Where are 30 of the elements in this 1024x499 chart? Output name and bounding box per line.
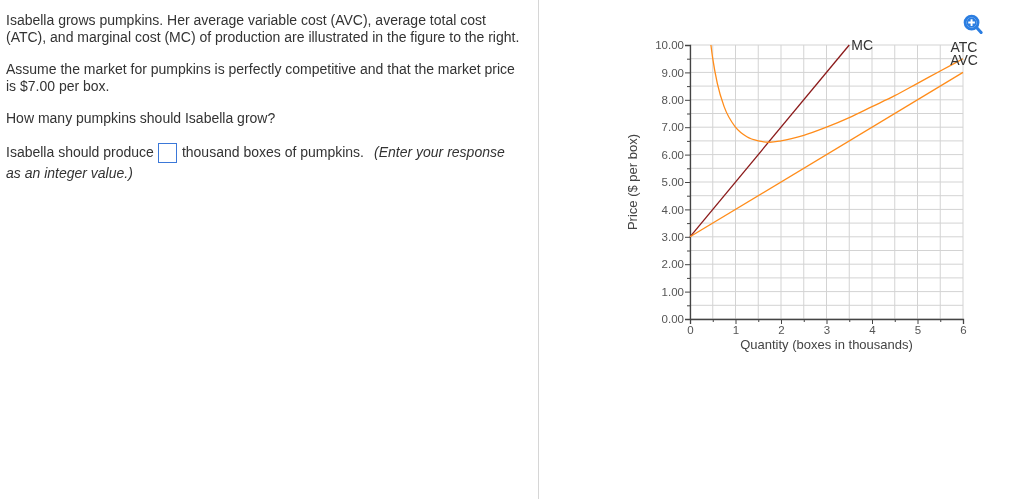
x-tick-label: 4 bbox=[869, 324, 877, 337]
y-tick-label: 2.00 bbox=[661, 258, 684, 271]
text: Assume the market for pumpkins is perfectly competitive and that the market price is $7.00 per box. bbox=[6, 61, 516, 95]
text: Isabella grows pumpkins. Her average variable cost (AVC), average total cost (ATC), and marginal cost (MC) of production are illustrated in the figure to the right. bbox=[6, 12, 521, 46]
text: thousand boxes of pumpkins. bbox=[181, 144, 365, 160]
y-tick-label: 3.00 bbox=[661, 230, 684, 243]
series-label: ATC bbox=[950, 38, 978, 55]
y-tick-label: 1.00 bbox=[661, 285, 684, 298]
series-label: MC bbox=[851, 37, 874, 53]
x-axis-title: Quantity (boxes in thousands) bbox=[740, 337, 913, 352]
y-tick-label: 0.00 bbox=[661, 313, 684, 326]
y-tick-label: 7.00 bbox=[661, 121, 684, 134]
series-label: AVC bbox=[950, 52, 978, 69]
x-tick-label: 3 bbox=[823, 324, 831, 337]
y-tick-label: 8.00 bbox=[661, 93, 684, 106]
text: (Enter your response bbox=[374, 144, 505, 160]
x-tick-label: 5 bbox=[914, 324, 922, 337]
y-tick-label: 4.00 bbox=[661, 203, 684, 216]
x-tick-label: 1 bbox=[732, 324, 740, 337]
text: Isabella should produce bbox=[6, 144, 154, 160]
y-tick-label: 10.00 bbox=[655, 39, 684, 52]
y-tick-label: 9.00 bbox=[661, 66, 684, 79]
x-tick-label: 0 bbox=[687, 324, 694, 337]
y-tick-label: 6.00 bbox=[661, 148, 684, 161]
x-tick-label: 2 bbox=[778, 324, 785, 337]
text: as an integer value.) bbox=[6, 165, 133, 182]
y-axis-title: Price ($ per box) bbox=[625, 133, 640, 231]
text: How many pumpkins should Isabella grow? bbox=[6, 110, 277, 127]
y-tick-label: 5.00 bbox=[661, 176, 684, 189]
x-tick-label: 6 bbox=[960, 324, 967, 337]
